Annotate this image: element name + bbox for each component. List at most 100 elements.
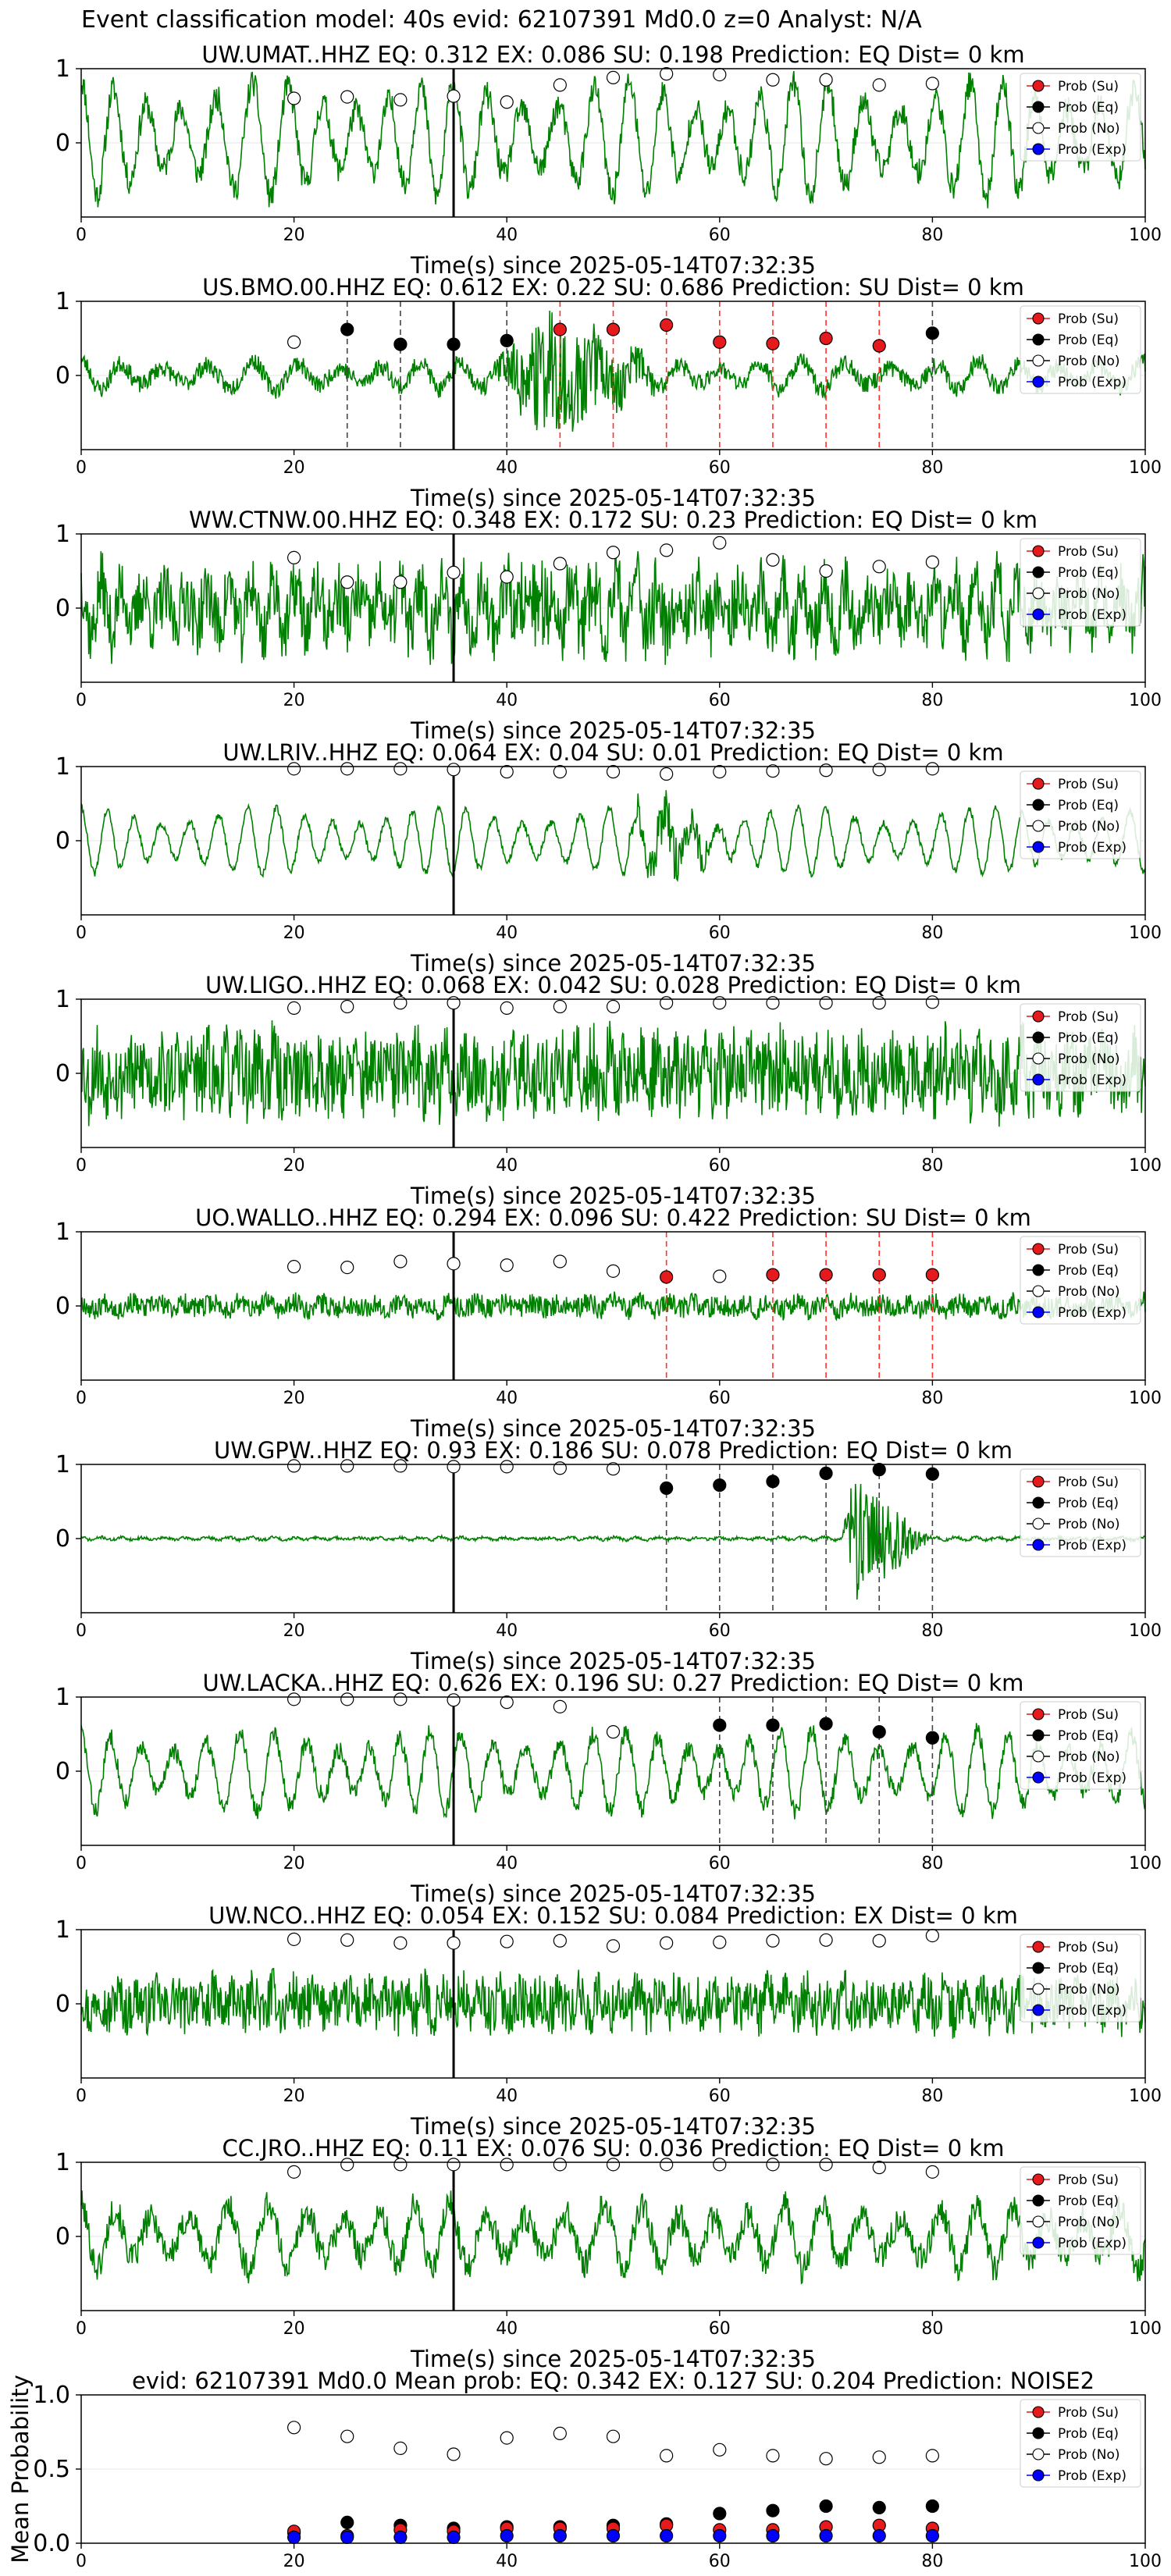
legend-marker-no <box>1032 1983 1045 1995</box>
legend-label: Prob (Eq) <box>1058 798 1119 813</box>
x-tick-label: 20 <box>283 2087 305 2106</box>
prob-point-no <box>872 996 886 1010</box>
legend: Prob (Su) Prob (Eq) Prob (No) Prob (Exp) <box>1020 770 1141 859</box>
prob-point-no <box>925 762 940 776</box>
x-tick-label: 0 <box>76 226 87 245</box>
y-tick-label: 1 <box>55 1219 70 1246</box>
mean-point-no <box>447 2447 461 2461</box>
y-tick-label: 1 <box>55 2149 70 2176</box>
legend-marker-su <box>1032 545 1045 557</box>
prob-point-no <box>660 1936 674 1950</box>
legend-label: Prob (Eq) <box>1058 1263 1119 1279</box>
x-tick-label: 20 <box>283 2552 305 2571</box>
prob-point-no <box>766 764 780 778</box>
y-tick-label: 1 <box>55 1451 70 1478</box>
y-tick-label: 1 <box>55 55 70 83</box>
prob-point-no <box>713 2158 727 2172</box>
legend-marker-no <box>1032 1750 1045 1763</box>
prob-point-no <box>447 996 461 1010</box>
prob-point-su <box>766 1268 780 1282</box>
x-tick-label: 60 <box>709 2319 731 2339</box>
prob-point-no <box>606 765 621 779</box>
mean-point-exp <box>925 2528 940 2543</box>
y-tick-label: 1 <box>55 288 70 315</box>
prob-point-no <box>553 1699 567 1713</box>
prob-point-no <box>553 765 567 779</box>
legend-marker-eq <box>1032 1729 1045 1742</box>
prob-point-no <box>766 996 780 1010</box>
x-tick-label: 20 <box>283 226 305 245</box>
legend-box <box>1020 1468 1141 1557</box>
subplot-title: UW.NCO..HHZ EQ: 0.054 EX: 0.152 SU: 0.08… <box>208 1902 1018 1929</box>
prob-point-eq <box>713 1718 727 1732</box>
legend-marker-eq <box>1032 1031 1045 1044</box>
prob-point-no <box>393 1459 408 1473</box>
x-tick-label: 100 <box>1129 226 1162 245</box>
legend-label: Prob (Exp) <box>1058 2468 1127 2484</box>
mean-point-exp <box>500 2528 514 2543</box>
x-tick-label: 40 <box>496 923 518 943</box>
prob-point-no <box>287 91 301 105</box>
prob-point-no <box>819 2158 833 2172</box>
prob-point-no <box>713 67 727 82</box>
x-axis-label: Time(s) since 2025-05-14T07:32:35 <box>410 2113 816 2140</box>
x-axis-label: Time(s) since 2025-05-14T07:32:35 <box>410 252 816 279</box>
x-tick-label: 20 <box>283 923 305 943</box>
legend-box <box>1020 770 1141 859</box>
legend-label: Prob (No) <box>1058 586 1120 602</box>
legend-marker-exp <box>1032 375 1045 388</box>
x-tick-label: 20 <box>283 1621 305 1641</box>
x-tick-label: 60 <box>709 458 731 478</box>
subplot-2: US.BMO.00.HHZ EQ: 0.612 EX: 0.22 SU: 0.6… <box>55 274 1162 511</box>
waveform-trace <box>80 790 1146 882</box>
prob-point-no <box>872 560 886 574</box>
y-tick-label: 1 <box>55 1916 70 1944</box>
prob-point-eq <box>925 326 940 340</box>
legend-marker-eq <box>1032 333 1045 346</box>
mean-point-exp <box>766 2528 780 2543</box>
legend-box <box>1020 1934 1141 2023</box>
legend-label: Prob (Exp) <box>1058 1305 1127 1321</box>
subplot-title: UW.GPW..HHZ EQ: 0.93 EX: 0.186 SU: 0.078… <box>214 1437 1013 1464</box>
mean-point-eq <box>872 2500 886 2514</box>
x-tick-label: 0 <box>76 2087 87 2106</box>
prob-point-eq <box>660 1481 674 1496</box>
legend-label: Prob (Su) <box>1058 1475 1119 1490</box>
x-tick-label: 40 <box>496 1156 518 1176</box>
legend: Prob (Su) Prob (Eq) Prob (No) Prob (Exp) <box>1020 538 1141 627</box>
mean-point-no <box>340 2429 354 2443</box>
legend-marker-su <box>1032 312 1045 325</box>
subplot-title: CC.JRO..HHZ EQ: 0.11 EX: 0.076 SU: 0.036… <box>222 2135 1005 2161</box>
x-tick-label: 60 <box>709 1156 731 1176</box>
prob-point-no <box>340 762 354 776</box>
mean-point-exp <box>287 2530 301 2544</box>
subplot-10: CC.JRO..HHZ EQ: 0.11 EX: 0.076 SU: 0.036… <box>55 2135 1162 2372</box>
prob-point-no <box>447 1257 461 1271</box>
y-tick-label: 0 <box>55 2223 70 2250</box>
x-tick-label: 100 <box>1129 2319 1162 2339</box>
prob-point-no <box>500 2158 514 2172</box>
prob-point-no <box>925 555 940 569</box>
x-tick-label: 60 <box>709 1621 731 1641</box>
prob-point-eq <box>872 1725 886 1739</box>
prob-point-no <box>713 765 727 779</box>
prob-point-no <box>340 1459 354 1473</box>
legend-label: Prob (No) <box>1058 2215 1120 2230</box>
prob-point-no <box>872 763 886 777</box>
x-tick-label: 80 <box>921 2319 943 2339</box>
mean-point-eq <box>819 2499 833 2514</box>
legend-label: Prob (Exp) <box>1058 607 1127 623</box>
legend-marker-no <box>1032 1285 1045 1297</box>
prob-point-no <box>340 2158 354 2172</box>
prob-point-su <box>872 339 886 353</box>
subplot-title: UW.LIGO..HHZ EQ: 0.068 EX: 0.042 SU: 0.0… <box>205 972 1021 998</box>
prob-point-no <box>660 2158 674 2172</box>
legend-marker-eq <box>1032 1496 1045 1509</box>
x-tick-label: 40 <box>496 226 518 245</box>
x-tick-label: 40 <box>496 2319 518 2339</box>
x-tick-label: 40 <box>496 1389 518 1408</box>
subplot-1: UW.UMAT..HHZ EQ: 0.312 EX: 0.086 SU: 0.1… <box>55 41 1162 279</box>
prob-point-no <box>660 67 674 81</box>
legend-marker-eq <box>1032 1264 1045 1276</box>
